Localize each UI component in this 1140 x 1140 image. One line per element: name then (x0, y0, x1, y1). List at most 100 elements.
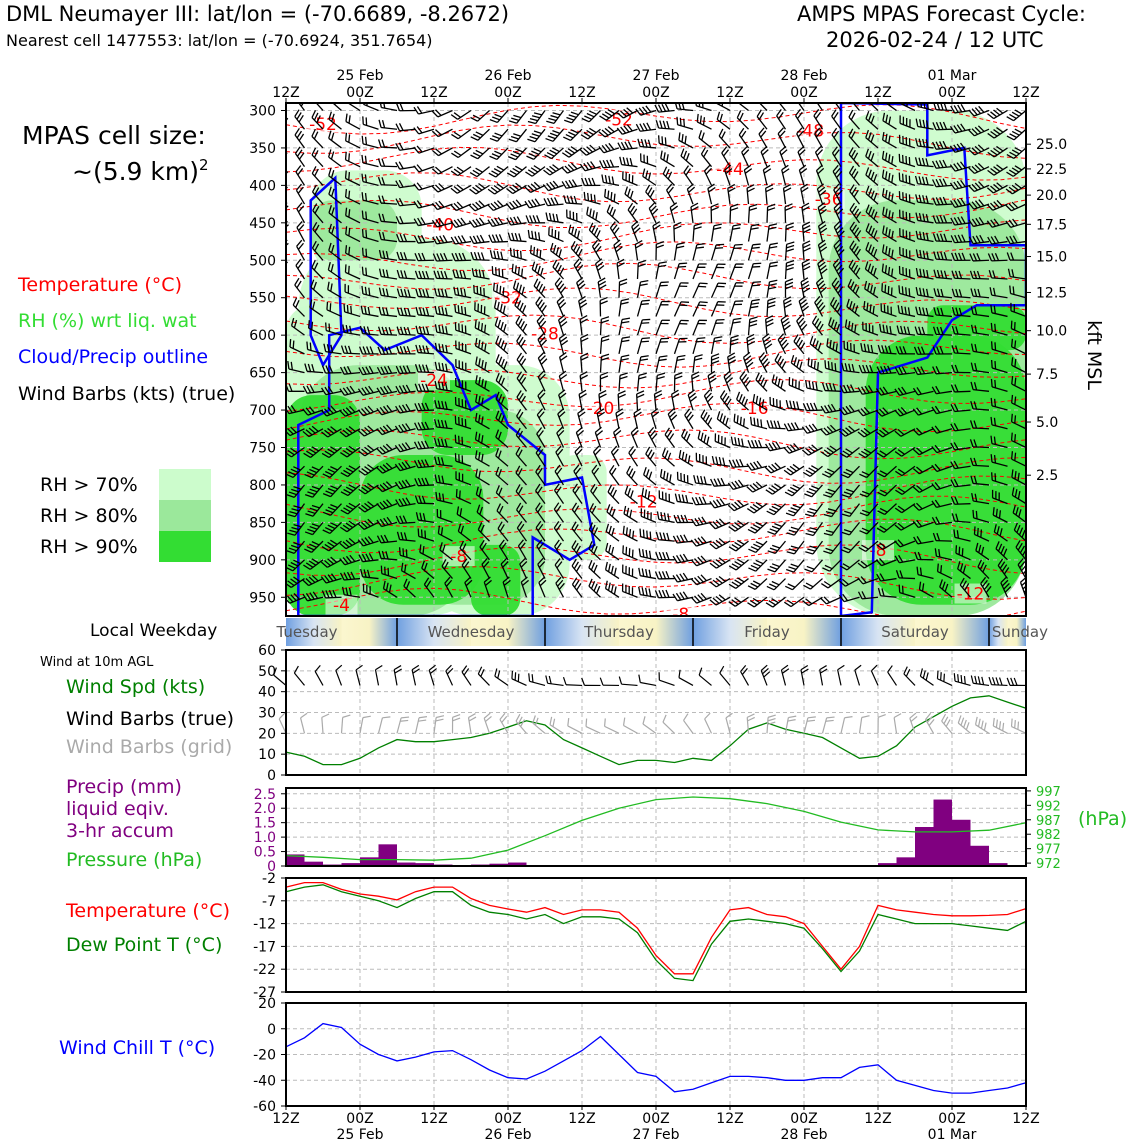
wind-barb-feather (811, 381, 815, 390)
wind-barb-feather (641, 587, 645, 596)
wind-barb-feather (875, 559, 883, 567)
isotherm-label-bg (627, 491, 660, 512)
wind-barb (473, 240, 490, 245)
wind-barb (766, 206, 769, 223)
temperature-isotherm (286, 495, 1026, 528)
wind-barb-feather (732, 321, 741, 324)
wind-barb-feather (268, 569, 275, 572)
wind-barb (899, 254, 916, 261)
wind-barb-feather (825, 547, 834, 552)
wind-barb-feather (388, 327, 393, 336)
wind-barb-feather (609, 206, 614, 215)
wind-barb-feather (894, 388, 901, 396)
wind-barb-feather (780, 314, 789, 321)
wind-barb-feather (538, 283, 544, 292)
wind-barb-feather (304, 363, 308, 372)
wind-barb-feather (846, 298, 850, 307)
pressure-tick-label: 300 (249, 103, 276, 119)
wind-barb-feather (484, 380, 487, 389)
wind-barb (381, 294, 398, 299)
wind-barb-feather (624, 186, 629, 195)
wind-barb-feather (527, 200, 534, 208)
rh-legend-70-swatch (159, 469, 211, 500)
wind-barb (498, 545, 509, 561)
wind-barb (516, 396, 528, 411)
wind-barb (310, 286, 324, 299)
wind-barb (865, 174, 879, 186)
wind-barb-feather (746, 333, 755, 339)
wind-barb (295, 265, 306, 280)
wind-barb-feather (708, 374, 716, 380)
wind-barb-feather (339, 526, 348, 533)
wind-barb-feather (346, 304, 349, 313)
wind-barb-feather (992, 287, 996, 296)
wind-barb-feather (834, 261, 841, 269)
wind-barb-feather (639, 283, 648, 287)
wind-barb-feather (537, 448, 544, 457)
wind-barb-feather (475, 218, 482, 226)
temperature-tick-label: -12 (253, 917, 276, 933)
wind-barb (796, 133, 805, 149)
wind-barb-feather (570, 240, 576, 249)
wind-barb-feather (931, 464, 938, 472)
wind-barb (680, 155, 694, 168)
wind-barb-feather (407, 327, 411, 336)
wind-barb-grid-feather (941, 713, 947, 722)
wind-barb-feather (494, 113, 503, 118)
temperature-isotherm (286, 429, 1026, 460)
wind-barb-feather (286, 224, 289, 228)
wind-barb-feather (818, 220, 826, 227)
wind-barb-true (273, 674, 287, 686)
temperature-tick-label: -17 (253, 939, 276, 955)
wind-barb-feather (616, 112, 624, 119)
wind-barb-feather (961, 580, 967, 589)
wind-barb-feather (608, 142, 615, 150)
wind-barb-feather (777, 333, 785, 341)
wind-barb (536, 545, 546, 561)
rh-shade-area (865, 335, 1026, 605)
wind-barb-feather (559, 317, 567, 324)
wind-barb-feather (557, 408, 565, 415)
wind-barb (553, 110, 565, 124)
wind-barb-feather (492, 135, 500, 140)
wind-barb (571, 584, 583, 598)
wind-barb-feather (308, 448, 317, 454)
wind-barb-true-feather (957, 674, 960, 683)
wind-barb-feather (1006, 154, 1015, 159)
wind-barb-feather (309, 507, 318, 512)
wind-barb-feather (813, 108, 820, 117)
wind-barb (640, 575, 657, 580)
wind-barb-feather (823, 550, 832, 555)
wind-barb-feather (443, 561, 449, 570)
wind-barb-feather (380, 366, 386, 375)
wind-barb (954, 484, 971, 488)
temperature-isotherm (286, 587, 1026, 616)
wind-barb-feather (376, 467, 384, 474)
wind-barb (286, 428, 287, 430)
wind-barb-true (760, 670, 768, 686)
wind-barb-feather (305, 578, 313, 585)
wind-barb-feather (368, 385, 374, 394)
wind-barb-feather (528, 153, 537, 158)
wind-barb-feather (474, 431, 478, 440)
wind-barb-feather (474, 412, 478, 421)
wind-barb-feather (345, 539, 353, 546)
wind-barb (382, 446, 398, 455)
isotherm-label-bg (812, 188, 845, 209)
wind-barb-feather (367, 444, 375, 451)
wind-barb (535, 527, 546, 542)
wind-barb-feather (765, 343, 773, 350)
wind-barb-feather (343, 572, 349, 580)
wind-barb-feather (961, 252, 966, 261)
wind-barb-feather (785, 225, 794, 230)
wind-barb-feather (951, 307, 956, 316)
wind-barb (636, 281, 642, 298)
wind-barb (831, 134, 842, 149)
wind-barb-feather (657, 104, 663, 113)
wind-barb (495, 361, 509, 374)
wind-barb-feather (425, 364, 430, 373)
wind-barb-feather (991, 253, 996, 261)
wind-barb-true-feather (638, 674, 641, 683)
wind-barb-feather (382, 500, 390, 508)
wind-barb-feather (588, 522, 594, 531)
